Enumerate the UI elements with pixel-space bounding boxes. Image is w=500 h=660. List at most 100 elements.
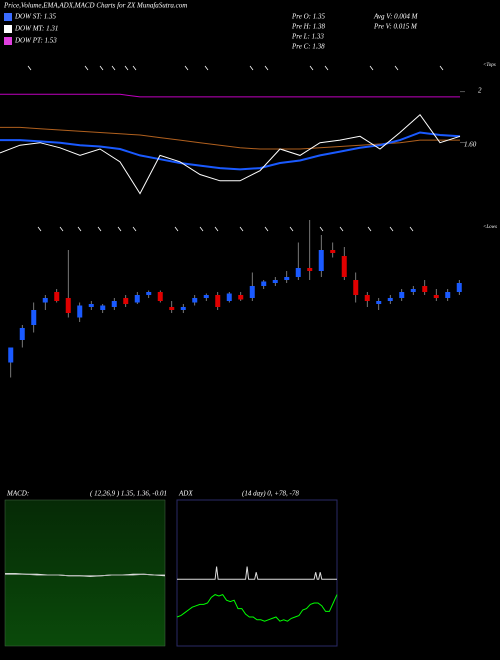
low-marker bbox=[389, 226, 394, 232]
series-line bbox=[176, 593, 338, 622]
candle-body bbox=[19, 328, 25, 340]
page-title: Price,Volume,EMA,ADX,MACD Charts for ZX … bbox=[3, 2, 187, 10]
candle-body bbox=[77, 305, 83, 318]
panel-title: ADX bbox=[178, 490, 193, 498]
low-marker bbox=[37, 226, 42, 232]
stat-label: Avg V: 0.004 M bbox=[373, 13, 419, 21]
candle-body bbox=[31, 310, 37, 325]
candle-body bbox=[123, 298, 129, 304]
y-tick-label: 1.60 bbox=[464, 140, 477, 148]
adx-panel bbox=[176, 499, 338, 647]
low-marker bbox=[339, 226, 344, 232]
candle-body bbox=[111, 301, 117, 307]
series-line bbox=[0, 93, 460, 98]
top-marker bbox=[439, 65, 444, 71]
stat-label: Pre C: 1.38 bbox=[291, 43, 325, 51]
stat-label: Pre O: 1.35 bbox=[291, 13, 325, 21]
candle-body bbox=[433, 295, 439, 298]
low-marker bbox=[264, 226, 269, 232]
low-marker bbox=[239, 226, 244, 232]
stat-label: Pre L: 1.33 bbox=[291, 33, 324, 41]
top-marker bbox=[204, 65, 209, 71]
stat-label: Pre V: 0.015 M bbox=[373, 23, 418, 31]
low-marker bbox=[97, 226, 102, 232]
tops-label: <Tops bbox=[483, 63, 496, 68]
top-marker bbox=[99, 65, 104, 71]
panel-title: MACD: bbox=[6, 490, 29, 498]
panel-subtitle: ( 12,26,9 ) 1.35, 1.36, -0.01 bbox=[90, 490, 167, 498]
candle-body bbox=[192, 298, 198, 303]
y-tick-label: 2 bbox=[478, 86, 482, 94]
legend-swatch bbox=[4, 13, 12, 21]
candle-body bbox=[157, 292, 163, 301]
stat-label: Pre H: 1.38 bbox=[291, 23, 325, 31]
top-marker bbox=[369, 65, 374, 71]
top-marker bbox=[249, 65, 254, 71]
top-marker bbox=[124, 65, 129, 71]
panel-subtitle: (14 day) 0, +78, -78 bbox=[242, 490, 299, 498]
candle-body bbox=[8, 347, 14, 363]
candle-body bbox=[341, 256, 347, 277]
candle-body bbox=[376, 301, 382, 304]
macd-panel bbox=[4, 499, 166, 647]
candle-body bbox=[65, 298, 71, 313]
low-marker bbox=[319, 226, 324, 232]
candle-body bbox=[364, 295, 370, 301]
low-marker bbox=[132, 226, 137, 232]
low-marker bbox=[199, 226, 204, 232]
low-marker bbox=[117, 226, 122, 232]
candle-body bbox=[169, 307, 175, 310]
legend-label: DOW ST: 1.35 bbox=[14, 13, 57, 21]
series-line bbox=[0, 126, 460, 150]
candle-body bbox=[353, 280, 359, 295]
low-marker bbox=[174, 226, 179, 232]
top-marker bbox=[111, 65, 116, 71]
low-marker bbox=[59, 226, 64, 232]
low-marker bbox=[77, 226, 82, 232]
candle-body bbox=[42, 298, 48, 303]
candle-body bbox=[215, 295, 221, 307]
candle-body bbox=[226, 293, 232, 301]
candle-body bbox=[295, 268, 301, 277]
candle-body bbox=[249, 286, 255, 298]
low-marker bbox=[367, 226, 372, 232]
lows-label: <Lows bbox=[483, 225, 497, 230]
low-marker bbox=[214, 226, 219, 232]
candle-body bbox=[134, 295, 140, 303]
candle-body bbox=[318, 250, 324, 271]
top-marker bbox=[324, 65, 329, 71]
candle-body bbox=[399, 292, 405, 298]
top-marker bbox=[27, 65, 32, 71]
candle-body bbox=[387, 298, 393, 301]
series-line bbox=[5, 573, 165, 577]
candle-body bbox=[307, 268, 313, 271]
top-marker bbox=[264, 65, 269, 71]
candle-body bbox=[422, 286, 428, 292]
candle-body bbox=[54, 292, 60, 301]
top-marker bbox=[84, 65, 89, 71]
legend-swatch bbox=[4, 37, 12, 45]
candle-body bbox=[146, 292, 152, 295]
candle-body bbox=[203, 295, 209, 298]
candle-body bbox=[238, 295, 244, 300]
top-marker bbox=[394, 65, 399, 71]
top-marker bbox=[309, 65, 314, 71]
candle-body bbox=[261, 281, 267, 286]
candle-body bbox=[445, 292, 451, 298]
series-line bbox=[0, 131, 461, 171]
low-marker bbox=[409, 226, 414, 232]
candle-body bbox=[410, 289, 416, 292]
candle-body bbox=[456, 283, 462, 292]
candle-body bbox=[272, 280, 278, 283]
legend-label: DOW MT: 1.31 bbox=[14, 25, 58, 33]
top-marker bbox=[132, 65, 137, 71]
top-marker bbox=[184, 65, 189, 71]
candle-body bbox=[88, 304, 94, 307]
candle-body bbox=[284, 277, 290, 280]
low-marker bbox=[289, 226, 294, 232]
candle-body bbox=[180, 307, 186, 310]
candle-body bbox=[330, 250, 336, 253]
series-line bbox=[177, 566, 337, 580]
